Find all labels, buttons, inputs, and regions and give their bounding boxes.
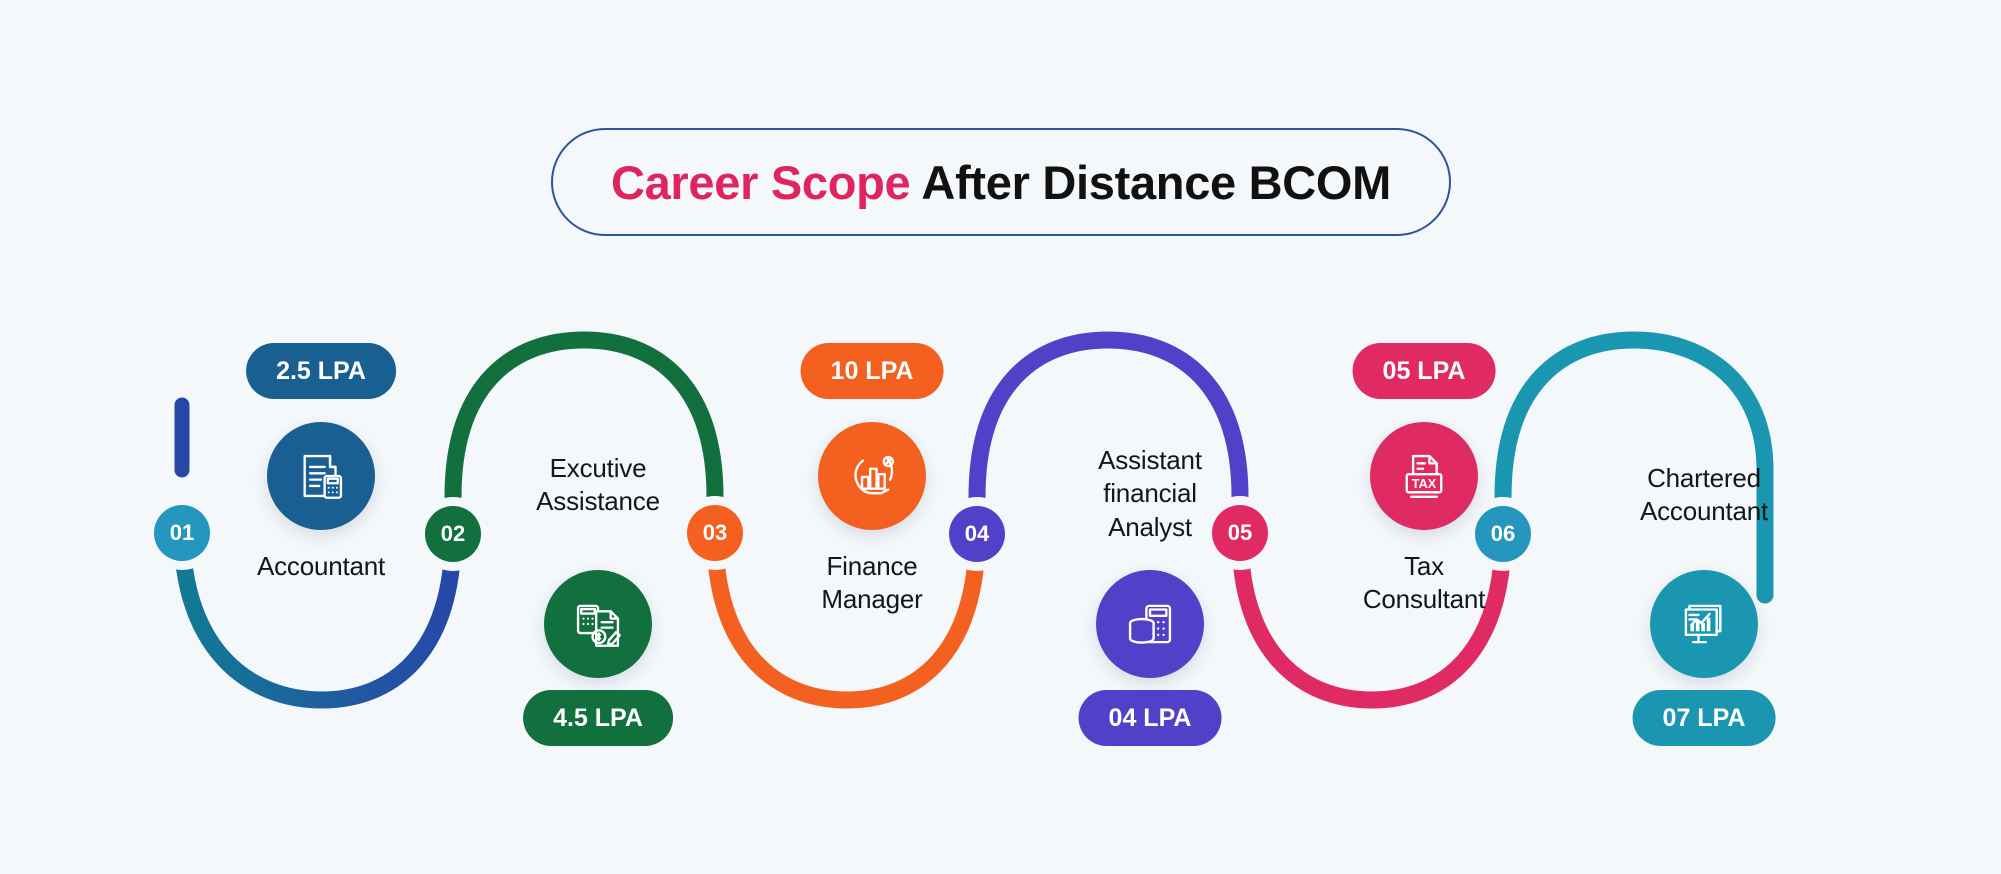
node-title-02: Excutive Assistance [536,453,660,517]
salary-badge-04: 04 LPA [1078,690,1222,746]
invoice-calculator-icon [303,454,343,499]
step-marker-02[interactable]: 02 [425,506,481,562]
calculator-document-icon [576,604,621,647]
step-marker-04[interactable]: 04 [949,506,1005,562]
growth-chart-hand-icon [854,455,895,495]
node-title-05: Tax Consultant [1362,551,1486,615]
coins-calculator-icon [1128,604,1172,644]
page-title-pill: Career Scope After Distance BCOM [551,128,1451,236]
page-title-plain: After Distance BCOM [921,155,1392,209]
icon-circle-04 [1096,570,1204,678]
page-title-accent: Career Scope [610,155,911,209]
step-marker-05[interactable]: 05 [1212,505,1268,561]
icon-circle-01 [267,422,375,530]
icon-circle-05: TAX [1370,422,1478,530]
icon-circle-02 [544,570,652,678]
salary-badge-05: 05 LPA [1352,343,1496,399]
step-marker-03[interactable]: 03 [687,505,743,561]
salary-badge-01: 2.5 LPA [246,343,396,399]
salary-badge-03: 10 LPA [800,343,944,399]
icon-circle-03 [818,422,926,530]
salary-badge-06: 07 LPA [1632,690,1776,746]
node-title-04: Assistant financial Analyst [1098,445,1202,542]
svg-text:TAX: TAX [1412,477,1437,491]
node-title-01: Accountant [256,551,386,581]
step-marker-06[interactable]: 06 [1475,506,1531,562]
node-title-03: Finance Manager [821,551,923,615]
icon-circle-06 [1650,570,1758,678]
tax-document-icon: TAX [1405,454,1443,499]
page-title-rest [910,156,921,209]
node-title-06: Chartered Accountant [1639,463,1769,527]
salary-badge-02: 4.5 LPA [523,690,673,746]
monitor-analytics-icon [1684,604,1722,644]
step-marker-01[interactable]: 01 [154,505,210,561]
page-title: Career Scope After Distance BCOM [611,155,1391,210]
